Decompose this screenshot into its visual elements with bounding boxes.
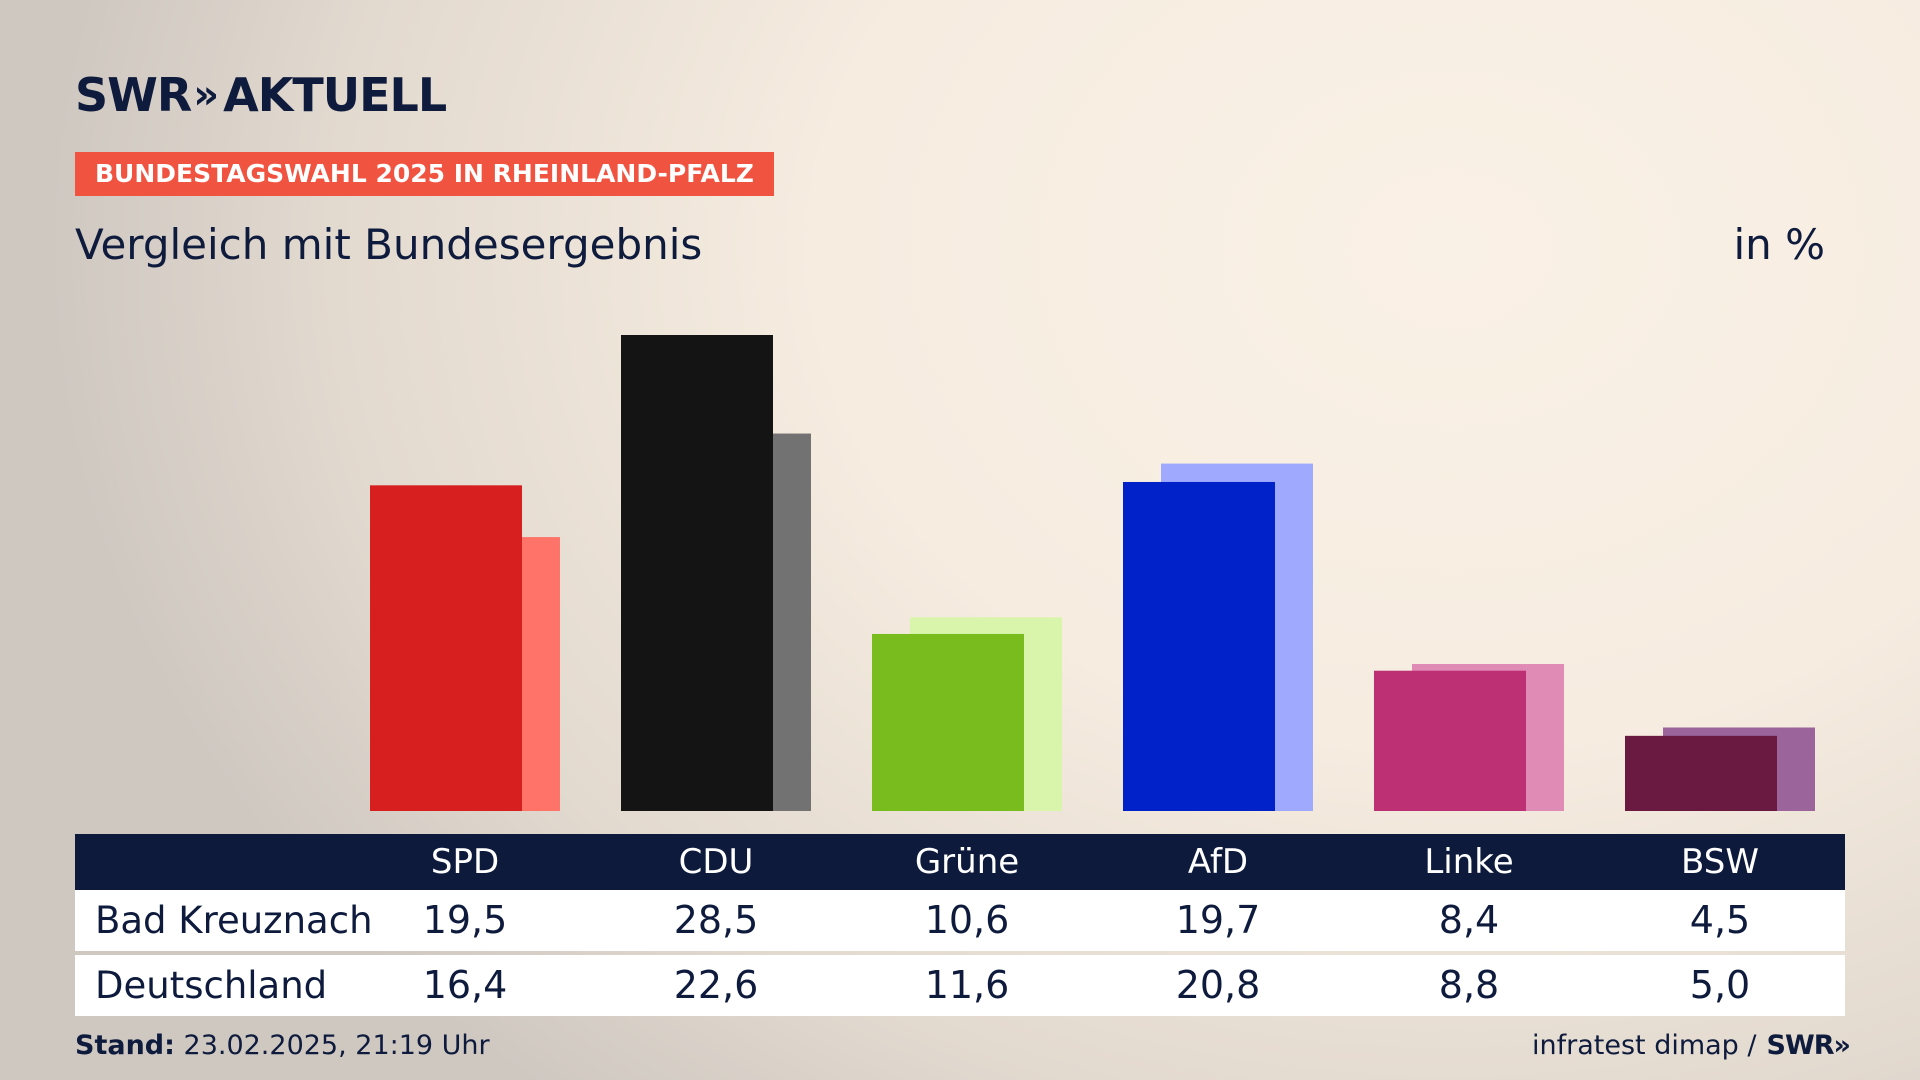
column-header: CDU [678,842,754,882]
table-cell: 19,5 [422,898,508,942]
table-cell: 5,0 [1689,963,1751,1007]
bar-bad-kreuznach-4 [1374,670,1526,811]
table-cell: 20,8 [1175,963,1261,1007]
logo-suffix: AKTUELL [223,68,447,122]
table-header: SPD CDU Grüne AfD Linke BSW [75,834,1845,890]
bar-deutschland-5 [1663,727,1815,811]
small-chevrons-icon: » [1833,1030,1852,1061]
table-cell: 11,6 [924,963,1010,1007]
bar-deutschland-4 [1412,664,1564,811]
table-cell: 4,5 [1689,898,1751,942]
column-header: BSW [1681,842,1759,882]
table-cell: 16,4 [422,963,508,1007]
small-logo-text: SWR [1766,1030,1835,1061]
column-header: SPD [430,842,500,882]
bar-bad-kreuznach-5 [1625,735,1777,811]
row-label: Deutschland [95,964,328,1007]
column-header: Grüne [914,842,1020,882]
source-text: infratest dimap / [1532,1030,1757,1061]
bar-bad-kreuznach-1 [621,335,773,811]
bar-deutschland-1 [659,433,811,811]
bar-deutschland-2 [910,617,1062,811]
chart-subtitle: Vergleich mit Bundesergebnis [75,220,703,269]
stand-value: 23.02.2025, 21:19 Uhr [183,1030,490,1061]
bar-bad-kreuznach-3 [1123,481,1275,811]
table-cell: 28,5 [673,898,759,942]
table-cell: 19,7 [1175,898,1261,942]
table-cell: 22,6 [673,963,759,1007]
swr-aktuell-logo: SWR » AKTUELL [75,68,447,122]
stand-label: Stand: [75,1030,175,1061]
table-row: Bad Kreuznach 19,5 28,5 10,6 19,7 8,4 4,5 [75,890,1845,951]
timestamp: Stand: 23.02.2025, 21:19 Uhr [75,1030,490,1061]
bar-bad-kreuznach-2 [872,633,1024,811]
table-row: Deutschland 16,4 22,6 11,6 20,8 8,8 5,0 [75,955,1845,1016]
column-header: Linke [1424,842,1514,882]
bar-bad-kreuznach-0 [370,485,522,811]
unit-label: in % [1733,220,1825,269]
table-cell: 8,8 [1438,963,1500,1007]
results-table: SPD CDU Grüne AfD Linke BSW Bad Kreuznach 19,… [75,834,1845,1016]
column-header: AfD [1187,842,1249,882]
swr-small-logo: SWR» [1766,1030,1852,1061]
source-credit: infratest dimap / SWR» [1532,1030,1852,1061]
table-cell: 10,6 [924,898,1010,942]
election-tag: BUNDESTAGSWAHL 2025 IN RHEINLAND-PFALZ [75,152,774,196]
bar-deutschland-3 [1161,463,1313,811]
bar-deutschland-0 [408,537,560,811]
logo-text: SWR [75,68,192,122]
table-cell: 8,4 [1438,898,1500,942]
chevrons-icon: » [193,72,219,118]
row-label: Bad Kreuznach [95,899,373,942]
